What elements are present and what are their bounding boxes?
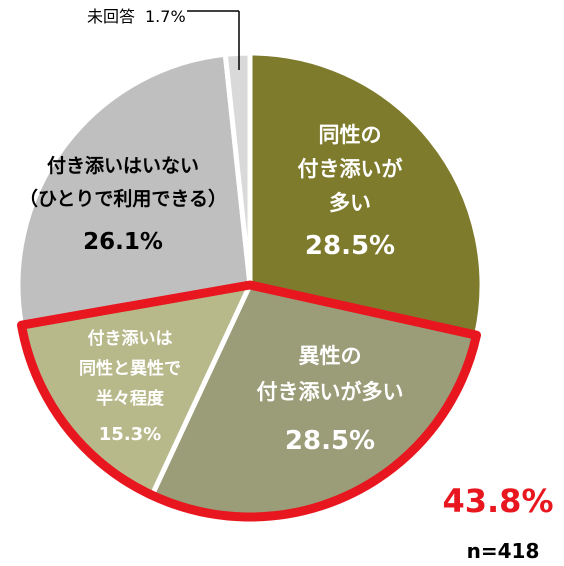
slice-label-0-line-1: 付き添いが bbox=[298, 157, 403, 181]
slice-label-1-line-1: 付き添いが多い bbox=[257, 380, 404, 404]
highlight-total: 43.8% bbox=[442, 482, 553, 520]
slice-label-3-line-1: （ひとりで利用できる） bbox=[19, 187, 227, 210]
pie-slice-4 bbox=[222, 50, 253, 288]
slice-label-2-line-0: 付き添いは bbox=[88, 328, 173, 349]
sample-size: n=418 bbox=[467, 539, 540, 563]
slice-value-2: 15.3% bbox=[99, 424, 161, 445]
slice-value-3: 26.1% bbox=[83, 229, 163, 255]
slice-label-0-line-0: 同性の bbox=[319, 123, 382, 147]
slice-label-2-line-1: 同性と異性で bbox=[79, 358, 181, 379]
slice-label-0-line-2: 多い bbox=[329, 191, 371, 215]
pie-slices bbox=[15, 50, 485, 520]
slice-labels: 同性の付き添いが多い28.5%異性の付き添いが多い28.5%付き添いは同性と異性… bbox=[19, 7, 404, 456]
pie-slice-3 bbox=[15, 51, 253, 328]
slice-label-2-line-2: 半々程度 bbox=[96, 388, 165, 409]
slice-value-1: 28.5% bbox=[285, 426, 375, 456]
slice-value-4: 1.7% bbox=[145, 7, 186, 26]
pie-slice-0 bbox=[247, 50, 485, 338]
slice-label-1-line-0: 異性の bbox=[299, 344, 362, 368]
slice-value-0: 28.5% bbox=[305, 231, 395, 261]
slice-label-3-line-0: 付き添いはいない bbox=[47, 154, 199, 177]
highlight-outline bbox=[17, 280, 482, 522]
slice-label-4: 未回答 bbox=[87, 7, 135, 26]
